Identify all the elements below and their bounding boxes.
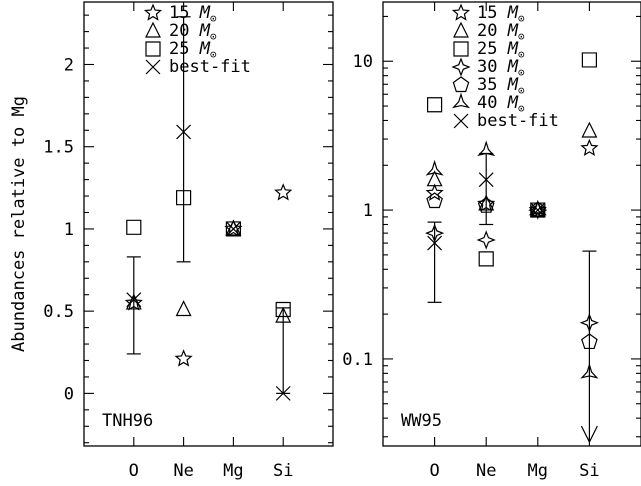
legend-label: 25 M⊙: [169, 39, 217, 61]
data-point-pentagon: [477, 196, 495, 213]
data-point-star: [274, 183, 293, 201]
plot-frame: [83, 1, 334, 447]
x-tick-label: Si: [273, 461, 293, 481]
legend-marker-square: [145, 41, 161, 57]
data-point-cross: [176, 124, 192, 140]
panel-label: WW95: [401, 411, 442, 431]
legend-label: 20 M⊙: [477, 21, 525, 43]
data-point-star: [174, 349, 193, 367]
data-point-star: [580, 138, 599, 157]
legend-marker-triangle: [145, 21, 161, 38]
data-point-triangle: [225, 219, 242, 236]
legend-marker-square: [453, 41, 469, 57]
x-tick-label: Ne: [173, 461, 193, 481]
y-tick-label: 1.5: [43, 138, 74, 158]
x-tick-label: O: [129, 461, 139, 481]
y-axis-label: Abundances relative to Mg: [9, 96, 29, 352]
data-point-cross: [478, 172, 494, 188]
legend-marker-cross: [453, 113, 469, 129]
panel-tnh96: O Ne Mg Si 0 0.5 1 1.5 2 Abundances relative to M…: [9, 1, 334, 481]
data-point-tri-star: [477, 140, 496, 157]
data-point-triangle: [175, 300, 192, 317]
data-point-star: [224, 219, 243, 237]
legend-label: 30 M⊙: [477, 57, 525, 79]
legend-label: best-fit: [477, 111, 559, 131]
data-point-cross: [530, 202, 546, 218]
data-point-cross: [427, 235, 443, 251]
data-point-square: [478, 251, 494, 267]
data-point-star: [528, 200, 547, 218]
data-point-triangle: [478, 194, 495, 211]
y-tick-label: 2: [64, 55, 74, 75]
data-point-square: [581, 52, 597, 68]
legend-label: 25 M⊙: [477, 39, 525, 61]
legend-marker-star: [143, 3, 163, 21]
legend-marker-triangle: [453, 21, 469, 38]
data-point-star4: [579, 313, 600, 333]
data-point-cross: [126, 292, 142, 308]
legend-marker-tri-star: [451, 92, 471, 109]
data-point-star: [425, 183, 444, 201]
upper-limit-arrow: [580, 425, 598, 444]
x-tick-label: Mg: [223, 461, 243, 481]
legend-label: 35 M⊙: [477, 75, 525, 97]
legend-label: 15 M⊙: [169, 3, 217, 25]
y-tick-label: 0.5: [43, 302, 74, 322]
x-tick-label: O: [429, 461, 439, 481]
x-tick-label: Si: [579, 461, 599, 481]
legend-marker-pentagon: [452, 76, 470, 93]
data-point-tri-star: [580, 362, 599, 379]
data-point-pentagon: [581, 333, 598, 350]
data-point-tri-star: [528, 199, 547, 216]
legend-marker-star: [451, 3, 471, 21]
data-point-triangle: [125, 293, 142, 310]
legend-label: 20 M⊙: [169, 21, 217, 43]
data-point-pentagon: [426, 192, 443, 209]
data-point-tri-star: [425, 159, 444, 176]
data-point-square: [427, 97, 443, 113]
panel-ww95: O Ne Mg Si 0.1 1 10 WW95 15 M⊙20 M⊙25 M⊙30 M⊙35 …: [342, 1, 641, 481]
data-point-triangle: [275, 306, 292, 323]
x-tick-label: Ne: [476, 461, 496, 481]
y-tick-label: 1: [363, 201, 373, 221]
data-point-star4: [424, 223, 445, 243]
legend-label: 15 M⊙: [477, 3, 525, 25]
data-point-star4: [476, 230, 496, 250]
data-point-cross: [275, 385, 291, 401]
legend-marker-star4: [451, 57, 471, 77]
data-point-square: [176, 190, 192, 206]
y-tick-label: 1: [64, 220, 74, 240]
data-point-pentagon: [529, 201, 547, 218]
panel-label: TNH96: [102, 411, 153, 431]
data-point-square: [126, 219, 142, 235]
x-tick-label: Mg: [528, 461, 548, 481]
data-point-cross: [225, 221, 241, 237]
data-point-triangle: [426, 170, 443, 187]
legend-marker-cross: [145, 59, 161, 75]
legend-label: best-fit: [169, 57, 251, 77]
y-tick-label: 0.1: [342, 350, 373, 370]
data-point-star4: [528, 200, 548, 220]
data-point-triangle: [581, 121, 598, 138]
legend-label: 40 M⊙: [477, 93, 525, 115]
y-tick-label: 10: [353, 52, 373, 72]
data-point-square: [275, 301, 291, 318]
data-point-star: [124, 293, 143, 311]
y-tick-label: 0: [64, 384, 74, 404]
